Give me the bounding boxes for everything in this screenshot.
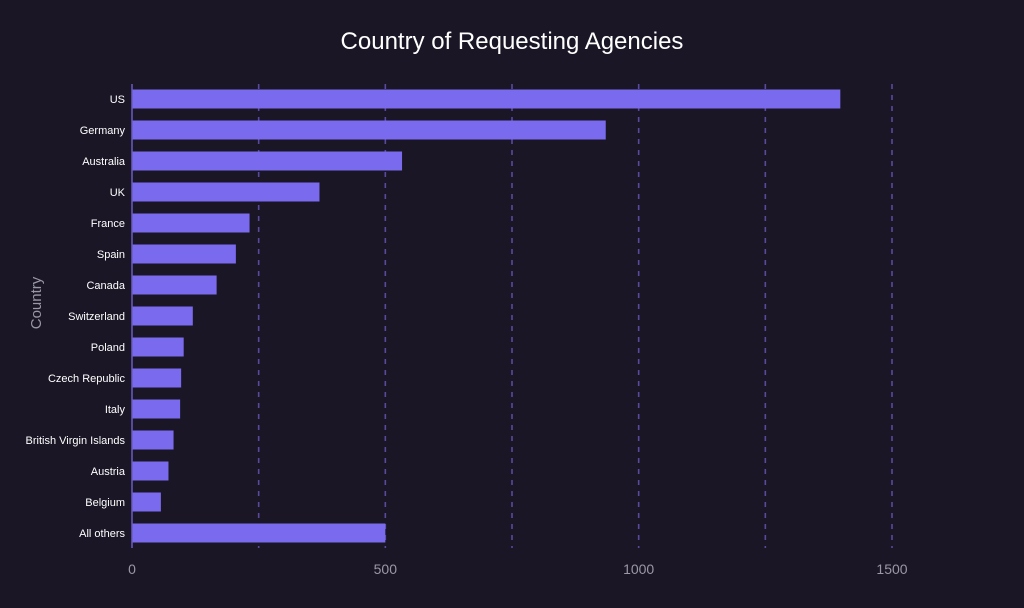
category-label: Czech Republic	[48, 373, 126, 385]
bar[interactable]	[132, 399, 181, 419]
bar[interactable]	[132, 89, 841, 109]
category-label: British Virgin Islands	[26, 435, 126, 447]
category-label: US	[110, 94, 125, 106]
bar[interactable]	[132, 430, 174, 450]
bars	[132, 89, 841, 543]
category-label: All others	[79, 528, 125, 540]
bar[interactable]	[132, 151, 403, 171]
chart-title: Country of Requesting Agencies	[340, 28, 684, 55]
y-axis-label: Country	[28, 276, 45, 329]
category-label: Switzerland	[68, 311, 125, 323]
category-label: Australia	[82, 156, 126, 168]
bar[interactable]	[132, 244, 236, 264]
bar[interactable]	[132, 461, 169, 481]
x-tick-label: 1500	[876, 561, 907, 577]
bar[interactable]	[132, 368, 182, 388]
x-tick-labels: 0 500 1000 1500	[128, 561, 908, 577]
bar[interactable]	[132, 523, 386, 543]
category-label: Poland	[91, 342, 125, 354]
category-label: Belgium	[85, 497, 125, 509]
category-labels: US Germany Australia UK France Spain Canada Swi…	[26, 94, 126, 540]
x-tick-label: 0	[128, 561, 136, 577]
bar[interactable]	[132, 337, 184, 357]
bar[interactable]	[132, 492, 161, 512]
category-label: Canada	[86, 280, 125, 292]
x-tick-label: 500	[374, 561, 398, 577]
category-label: Italy	[105, 404, 126, 416]
bar[interactable]	[132, 306, 193, 326]
bar[interactable]	[132, 213, 250, 233]
category-label: UK	[110, 187, 126, 199]
bar[interactable]	[132, 275, 217, 295]
category-label: France	[91, 218, 125, 230]
x-tick-label: 1000	[623, 561, 654, 577]
category-label: Germany	[80, 125, 126, 137]
bar[interactable]	[132, 120, 606, 140]
category-label: Austria	[91, 466, 126, 478]
bar[interactable]	[132, 182, 320, 202]
category-label: Spain	[97, 249, 125, 261]
